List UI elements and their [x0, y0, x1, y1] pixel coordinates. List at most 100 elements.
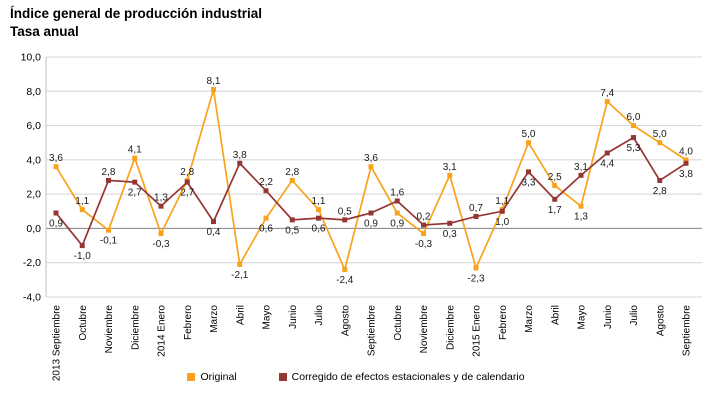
data-label: 0,9	[364, 219, 378, 230]
data-point-marker	[578, 203, 584, 209]
y-tick-label: 6,0	[26, 120, 41, 132]
y-tick-label: -2,0	[23, 257, 41, 269]
y-tick-label: 8,0	[26, 86, 41, 98]
corregido-series-swatch-icon	[278, 373, 287, 381]
data-point-marker	[499, 208, 505, 214]
data-label: -0,3	[152, 239, 170, 250]
data-point-marker	[421, 231, 426, 237]
data-point-marker	[316, 207, 321, 213]
x-tick-label: Mayo	[262, 305, 273, 330]
x-tick-label: Marzo	[209, 305, 220, 333]
x-tick-label: Mayo	[577, 305, 588, 330]
x-tick-label: Junio	[288, 305, 299, 329]
chart-title: Índice general de producción industrial	[10, 6, 263, 21]
legend-item-original: Original	[187, 371, 237, 383]
legend-label-corregido: Corregido de efectos estacionales y de c…	[291, 371, 525, 383]
y-tick-label: 0,0	[26, 223, 41, 235]
x-tick-label: Agosto	[340, 305, 351, 337]
data-label: 0,2	[417, 212, 431, 223]
x-tick-label: Noviembre	[104, 305, 115, 354]
data-point-marker	[447, 220, 453, 226]
data-point-marker	[394, 210, 400, 216]
data-label: 1,1	[75, 196, 89, 207]
data-point-marker	[158, 203, 164, 209]
data-label: 5,0	[653, 129, 667, 140]
data-label: 1,7	[548, 205, 562, 216]
data-label: 0,5	[338, 206, 352, 217]
data-point-marker	[394, 198, 400, 204]
data-label: 0,6	[259, 224, 273, 235]
data-point-marker	[421, 222, 426, 228]
x-tick-label: Diciembre	[445, 305, 456, 350]
data-label: 0,5	[285, 225, 299, 236]
x-tick-label: Septiembre	[367, 305, 378, 357]
data-point-marker	[132, 179, 138, 185]
data-point-marker	[79, 243, 85, 249]
data-label: 6,0	[627, 112, 641, 123]
data-label: 1,3	[574, 212, 588, 223]
title-block: Índice general de producción industrial …	[10, 5, 262, 40]
data-label: 3,8	[233, 150, 247, 161]
x-tick-label: Septiembre	[682, 305, 693, 357]
data-point-marker	[106, 177, 111, 183]
data-label: -2,1	[231, 270, 249, 281]
data-label: 2,8	[285, 167, 299, 178]
data-point-marker	[683, 160, 689, 166]
data-label: 8,1	[207, 76, 221, 87]
data-point-marker	[289, 177, 295, 183]
data-point-marker	[604, 99, 610, 105]
x-tick-label: Febrero	[183, 305, 194, 340]
ipi-line-chart: -4,0 -2,0 0,0 2,0 4,0 6,0 8,0 10,0 2013 Septiemb…	[21, 52, 702, 381]
y-tick-label: -4,0	[23, 292, 41, 304]
data-point-marker	[631, 123, 636, 129]
data-label: 0,6	[312, 224, 326, 235]
data-point-marker	[683, 157, 689, 163]
data-label: 0,3	[443, 229, 457, 240]
data-point-marker	[526, 140, 531, 146]
data-label: 0,9	[390, 219, 404, 230]
data-label: 1,6	[390, 188, 404, 199]
data-label: 2,5	[548, 172, 562, 183]
data-point-marker	[316, 215, 321, 221]
data-point-marker	[657, 177, 663, 183]
x-tick-label: Octubre	[393, 305, 404, 341]
data-label: 0,7	[469, 203, 483, 214]
data-label: 0,4	[207, 227, 221, 238]
data-point-marker	[237, 261, 243, 267]
data-point-marker	[473, 213, 479, 219]
data-point-marker	[552, 183, 558, 189]
data-point-marker	[342, 267, 348, 273]
data-label: 3,3	[522, 177, 536, 188]
x-tick-label: Junio	[603, 305, 614, 329]
data-label: 2,8	[102, 167, 116, 178]
data-point-marker	[53, 210, 59, 216]
data-point-marker	[631, 135, 636, 141]
data-label: -0,3	[415, 239, 433, 250]
data-point-marker	[289, 217, 295, 223]
data-point-marker	[552, 196, 558, 202]
data-label: 2,2	[259, 177, 273, 188]
data-label: -2,4	[336, 275, 354, 286]
data-point-marker	[447, 172, 453, 178]
data-point-marker	[473, 265, 479, 271]
x-tick-label: Marzo	[524, 305, 535, 333]
data-point-marker	[132, 155, 138, 161]
x-tick-label: Abril	[550, 305, 561, 325]
data-label: 3,6	[364, 153, 378, 164]
data-point-marker	[578, 172, 584, 178]
data-label: 0,9	[49, 219, 63, 230]
data-label: 3,1	[574, 162, 588, 173]
chart-subtitle: Tasa anual	[10, 23, 79, 39]
original-series-swatch-icon	[187, 373, 196, 381]
data-label: 1,0	[495, 217, 509, 228]
x-tick-label: Diciembre	[130, 305, 141, 350]
x-tick-label: Octubre	[78, 305, 89, 341]
data-point-marker	[211, 219, 216, 225]
data-label: -1,0	[74, 251, 92, 262]
x-tick-label: 2015 Enero	[472, 305, 483, 357]
data-label: 3,1	[443, 162, 457, 173]
data-label: 7,4	[600, 88, 614, 99]
y-tick-label: 2,0	[26, 189, 41, 201]
data-point-marker	[342, 217, 348, 223]
